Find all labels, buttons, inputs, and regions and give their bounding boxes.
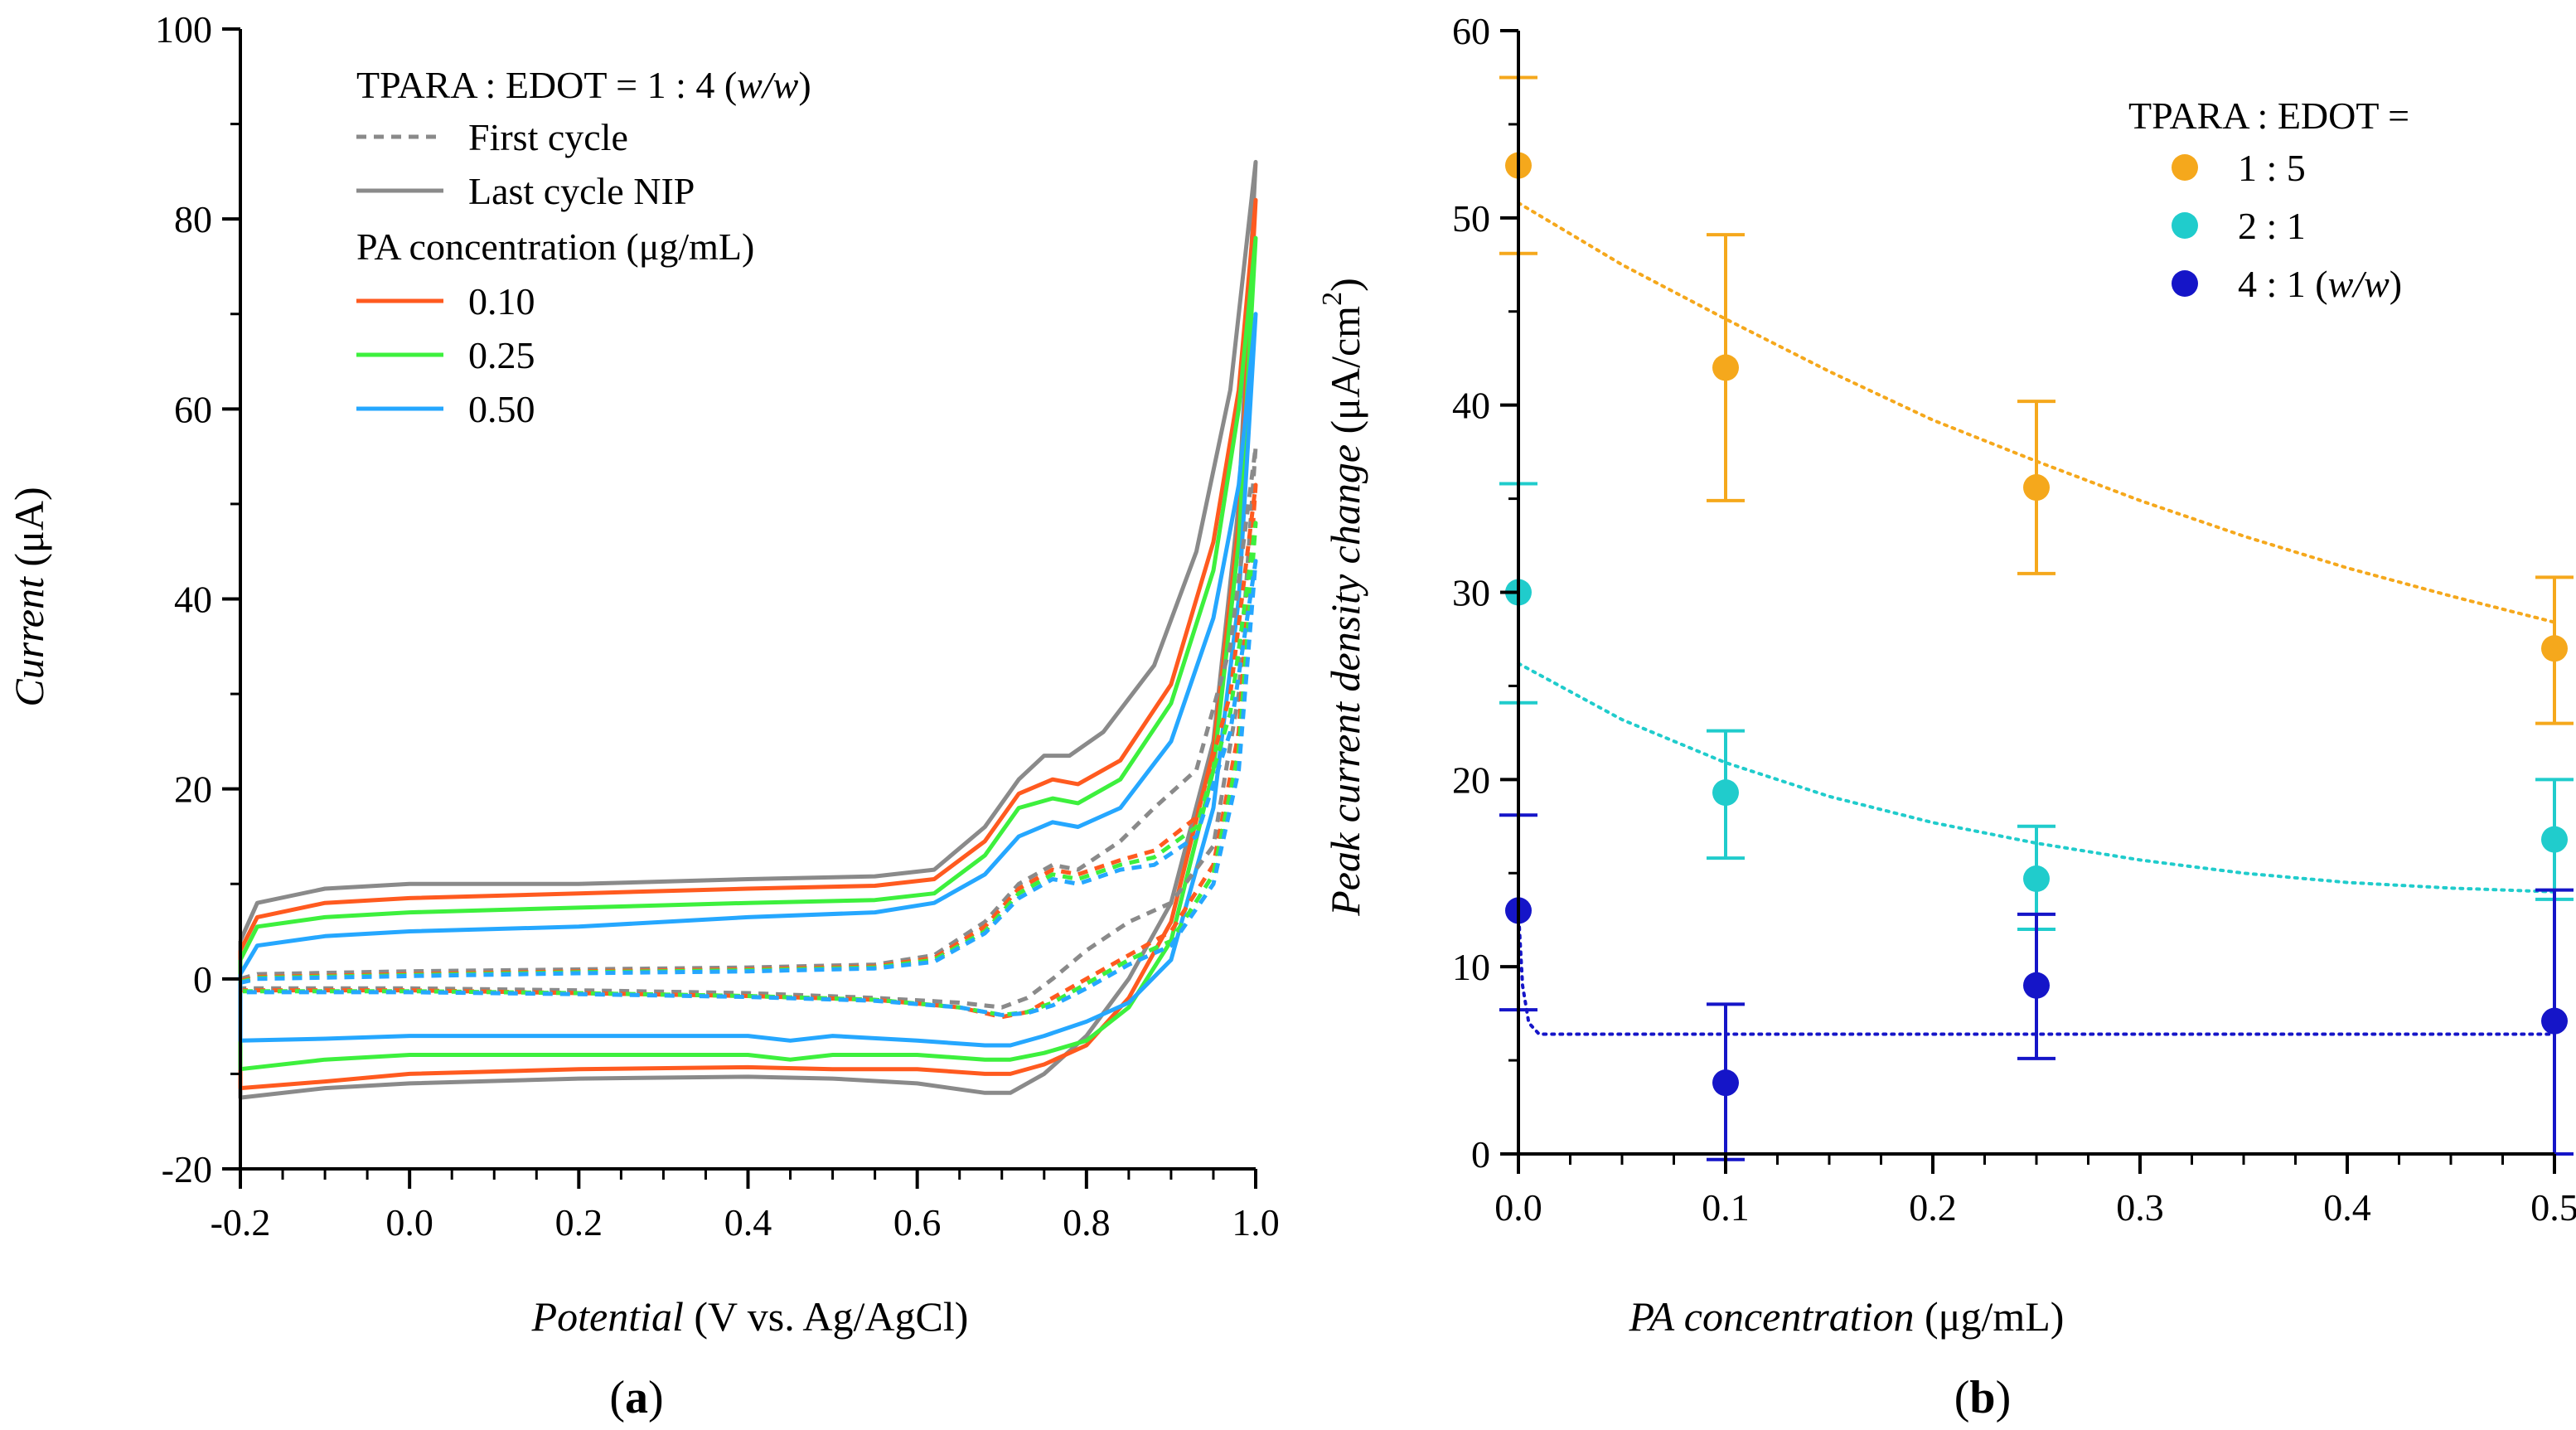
y-tick-label: 40 <box>174 579 212 621</box>
legend-label-0.10: 0.10 <box>468 280 535 322</box>
x-tick-label: 0.8 <box>1063 1201 1111 1243</box>
legend-label-0.25: 0.25 <box>468 334 535 376</box>
panel-b-axes: 0 10 20 30 40 50 60 0.0 0.1 0.2 0.3 0.4 0.5 <box>1452 10 2576 1229</box>
cv-curve-last-cycle-nip <box>238 159 1258 1100</box>
panel-a-label: (a) <box>609 1372 663 1423</box>
cv-curve-0.10 <box>238 197 1258 1091</box>
first-cycle-legend-label: First cycle <box>468 116 628 158</box>
cv-curve-0.50 <box>238 312 1258 1048</box>
data-point-1-5 <box>2023 474 2050 502</box>
data-point-2-1 <box>1712 779 1739 807</box>
fit-line-2-1 <box>1517 662 2556 894</box>
panel-a-x-axis-title: Potential (V vs. Ag/AgCl) <box>531 1293 969 1340</box>
y-tick-label: -20 <box>162 1148 212 1190</box>
panel-b-plot-area <box>1499 75 2574 1161</box>
x-tick-label: 0.0 <box>385 1201 433 1243</box>
y-tick-label: 30 <box>1452 572 1490 614</box>
data-point-2-1 <box>2541 826 2568 853</box>
cv-curve-first-cycle-0.50 <box>238 559 1258 1017</box>
y-tick-label: 80 <box>174 198 212 240</box>
panel-a-y-axis-title: Current (μA) <box>6 487 52 706</box>
y-tick-label: 0 <box>1471 1133 1490 1176</box>
y-tick-label: 20 <box>174 768 212 811</box>
panel-b-label: (b) <box>1954 1372 2011 1423</box>
cv-curve-0.25 <box>238 235 1258 1072</box>
panel-b-legend-header: TPARA : EDOT = <box>2128 95 2409 137</box>
y-tick-label: 60 <box>1452 10 1490 52</box>
x-tick-label: 0.5 <box>2530 1186 2576 1229</box>
data-point-4-1-w-w <box>2541 1007 2568 1035</box>
y-tick-label: 0 <box>193 958 212 1001</box>
x-tick-label: 0.4 <box>2323 1186 2371 1229</box>
legend-marker-4-1 <box>2172 270 2198 297</box>
legend-label-1-5: 1 : 5 <box>2238 147 2306 189</box>
y-tick-label: 40 <box>1452 385 1490 427</box>
y-tick-label: 60 <box>174 388 212 430</box>
panel-a-legend: TPARA : EDOT = 1 : 4 (w/w) First cycle L… <box>356 64 811 430</box>
panel-a-cyclic-voltammogram: -20 0 20 40 60 80 100 -0.2 0.0 0.2 0.4 0.6 0.8 1.0 TP… <box>6 8 1280 1423</box>
x-tick-label: 0.6 <box>893 1201 942 1243</box>
panel-a-plot-area <box>238 159 1258 1100</box>
cv-curve-first-cycle-nip <box>238 444 1258 1010</box>
x-tick-label: 0.0 <box>1494 1186 1542 1229</box>
panel-a-axes: -20 0 20 40 60 80 100 -0.2 0.0 0.2 0.4 0.6 0.8 1.0 <box>155 8 1280 1243</box>
data-point-1-5 <box>1712 354 1739 381</box>
panel-b-x-axis-title: PA concentration (μg/mL) <box>1629 1293 2065 1340</box>
data-point-1-5 <box>2541 635 2568 662</box>
pa-concentration-legend-header: PA concentration (μg/mL) <box>356 225 754 268</box>
x-tick-label: 0.3 <box>2116 1186 2164 1229</box>
panel-a-legend-header: TPARA : EDOT = 1 : 4 (w/w) <box>356 64 811 106</box>
last-cycle-legend-label: Last cycle NIP <box>468 170 695 212</box>
x-tick-label: 0.2 <box>555 1201 603 1243</box>
x-tick-label: 0.4 <box>724 1201 772 1243</box>
legend-label-4-1: 4 : 1 (w/w) <box>2238 263 2402 305</box>
data-point-4-1-w-w <box>2023 972 2050 999</box>
legend-label-2-1: 2 : 1 <box>2238 205 2306 247</box>
y-tick-label: 50 <box>1452 197 1490 240</box>
data-point-4-1-w-w <box>1712 1069 1739 1097</box>
x-tick-label: 0.1 <box>1702 1186 1750 1229</box>
legend-marker-2-1 <box>2172 212 2198 239</box>
x-tick-label: -0.2 <box>211 1201 271 1243</box>
legend-label-0.50: 0.50 <box>468 388 535 430</box>
legend-marker-1-5 <box>2172 154 2198 181</box>
y-tick-label: 100 <box>155 8 212 51</box>
panel-b-peak-current-plot: 0 10 20 30 40 50 60 0.0 0.1 0.2 0.3 0.4 0.5 TPARA : … <box>1317 10 2576 1423</box>
x-tick-label: 0.2 <box>1909 1186 1957 1229</box>
panel-b-y-axis-title: Peak current density change (μA/cm2) <box>1317 278 1368 916</box>
panel-b-legend: TPARA : EDOT = 1 : 5 2 : 1 4 : 1 (w/w) <box>2128 95 2409 305</box>
y-tick-label: 20 <box>1452 759 1490 801</box>
y-tick-label: 10 <box>1452 946 1490 988</box>
data-point-2-1 <box>2023 865 2050 893</box>
x-tick-label: 1.0 <box>1232 1201 1280 1243</box>
